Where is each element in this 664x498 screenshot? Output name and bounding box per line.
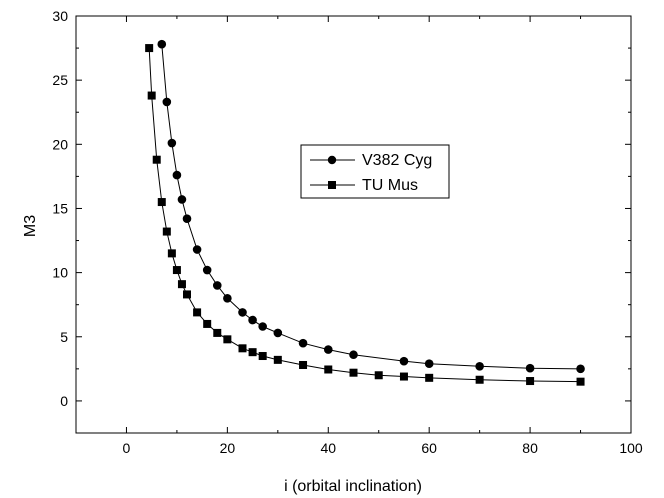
data-point bbox=[258, 322, 267, 331]
data-point bbox=[399, 356, 409, 366]
legend-marker-circle bbox=[327, 155, 337, 165]
data-point bbox=[212, 281, 222, 290]
data-point bbox=[323, 345, 333, 354]
data-point bbox=[298, 338, 308, 348]
data-point bbox=[193, 308, 202, 317]
data-point bbox=[576, 377, 585, 386]
x-tick-label: 40 bbox=[320, 440, 336, 456]
data-point bbox=[475, 375, 484, 384]
data-point bbox=[202, 265, 212, 275]
data-point bbox=[273, 355, 282, 364]
y-tick-label: 5 bbox=[60, 329, 68, 345]
x-tick-label: 100 bbox=[619, 440, 643, 456]
y-tick-label: 0 bbox=[60, 393, 68, 409]
data-point bbox=[576, 364, 585, 374]
data-point bbox=[152, 155, 161, 164]
data-point bbox=[526, 377, 535, 386]
data-point bbox=[172, 266, 181, 275]
legend-item-tu-mus: TU Mus bbox=[310, 177, 418, 194]
data-point bbox=[162, 227, 171, 236]
data-point bbox=[172, 170, 182, 180]
series-v382-cyg bbox=[157, 39, 585, 374]
data-point bbox=[145, 44, 154, 53]
y-tick-label: 25 bbox=[52, 72, 68, 88]
data-point bbox=[349, 368, 358, 377]
data-point bbox=[167, 138, 177, 148]
data-point bbox=[177, 195, 187, 204]
data-point bbox=[223, 293, 232, 303]
tick-labels: 0 20 40 60 80 100 0 5 10 15 20 25 30 bbox=[52, 8, 642, 456]
data-point bbox=[183, 290, 191, 299]
data-point bbox=[425, 373, 434, 382]
data-point bbox=[147, 91, 156, 100]
data-point bbox=[424, 359, 434, 369]
data-point bbox=[258, 352, 267, 361]
data-point bbox=[273, 328, 283, 338]
data-point bbox=[162, 97, 172, 107]
data-point bbox=[157, 198, 166, 207]
x-axis-title: i (orbital inclination) bbox=[284, 478, 422, 495]
series-tu-mus bbox=[145, 44, 585, 386]
data-point bbox=[167, 249, 176, 258]
data-point bbox=[238, 308, 247, 317]
y-tick-label: 30 bbox=[52, 8, 68, 24]
data-point bbox=[349, 350, 358, 360]
x-tick-label: 60 bbox=[421, 440, 437, 456]
y-tick-label: 15 bbox=[52, 200, 68, 216]
series-line-v382-cyg bbox=[161, 44, 581, 370]
data-point bbox=[399, 372, 408, 381]
legend-label-v382-cyg: V382 Cyg bbox=[362, 152, 432, 169]
data-point bbox=[299, 360, 308, 369]
y-axis-title: M3 bbox=[22, 215, 39, 237]
y-tick-label: 20 bbox=[52, 136, 68, 152]
legend: V382 Cyg TU Mus bbox=[300, 144, 450, 199]
x-tick-label: 80 bbox=[522, 440, 538, 456]
data-point bbox=[177, 280, 186, 289]
plot-frame bbox=[75, 15, 632, 434]
data-point bbox=[223, 335, 232, 344]
data-point bbox=[475, 361, 484, 371]
data-point bbox=[238, 344, 247, 353]
data-point bbox=[157, 39, 167, 49]
x-tick-label: 0 bbox=[123, 440, 131, 456]
data-point bbox=[248, 348, 257, 357]
data-point bbox=[213, 328, 222, 337]
legend-label-tu-mus: TU Mus bbox=[362, 177, 418, 194]
data-point bbox=[525, 363, 535, 373]
data-point bbox=[192, 245, 202, 254]
series-layer bbox=[145, 39, 585, 386]
x-tick-label: 20 bbox=[220, 440, 236, 456]
legend-box bbox=[300, 144, 450, 199]
data-point bbox=[324, 365, 333, 374]
y-tick-label: 10 bbox=[52, 265, 68, 281]
axis-ticks bbox=[75, 15, 632, 434]
data-point bbox=[203, 319, 212, 328]
legend-marker-square bbox=[328, 181, 336, 189]
legend-item-v382-cyg: V382 Cyg bbox=[310, 152, 432, 169]
data-point bbox=[374, 371, 383, 380]
data-point bbox=[248, 315, 257, 325]
data-point bbox=[182, 214, 192, 224]
